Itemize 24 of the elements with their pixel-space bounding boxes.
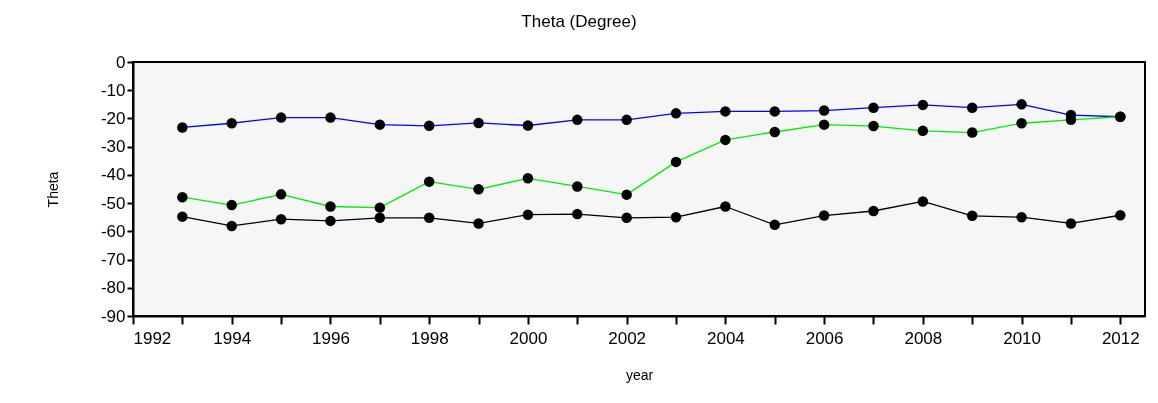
y-tick-label: -10 (100, 80, 126, 100)
x-tick-label: 2000 (509, 328, 548, 348)
x-tick-label: 2012 (1101, 328, 1140, 348)
y-tick-label: -40 (100, 165, 126, 185)
x-tick-label: 2008 (904, 328, 943, 348)
y-tick-label: -90 (100, 306, 126, 326)
y-tick-label: 0 (116, 52, 126, 72)
x-tick-label: 1994 (213, 328, 252, 348)
x-tick-label: 2002 (608, 328, 647, 348)
y-tick-label: -50 (100, 193, 126, 213)
y-tick-label: -80 (100, 278, 126, 298)
y-tick-label: -20 (100, 108, 126, 128)
y-tick-label: -60 (100, 221, 126, 241)
chart-title: Theta (Degree) (521, 12, 637, 31)
x-tick-label: 1992 (133, 328, 172, 348)
x-axis-title: year (625, 366, 654, 383)
x-tick-label: 2006 (805, 328, 844, 348)
y-tick-label: -70 (100, 250, 126, 270)
x-tick-label: 1996 (312, 328, 350, 348)
x-tick-label: 2010 (1003, 328, 1041, 348)
y-tick-label: -30 (100, 137, 126, 157)
x-tick-label: 2004 (706, 328, 745, 348)
y-axis-title: Theta (44, 171, 61, 208)
x-tick-label: 1998 (410, 328, 449, 348)
